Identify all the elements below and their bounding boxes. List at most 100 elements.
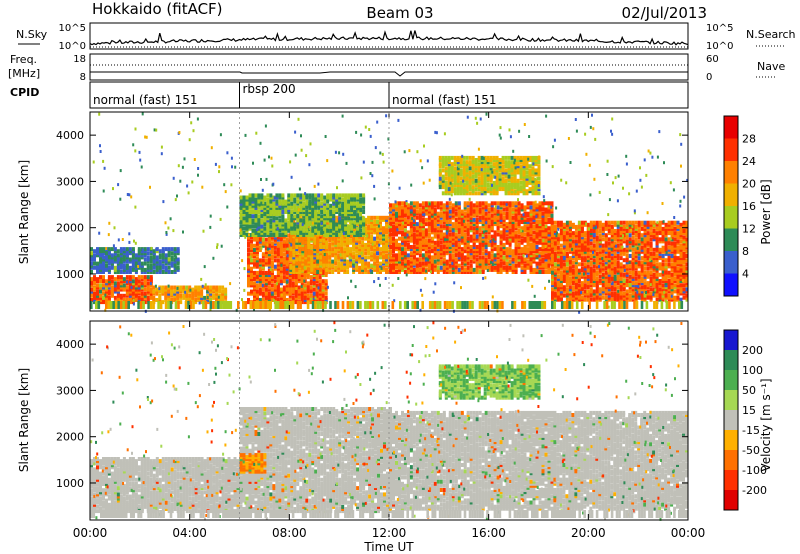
echo-cell xyxy=(320,214,324,219)
echo-cell xyxy=(102,279,105,284)
echo-cell xyxy=(128,293,132,298)
noise-right-tick-bottom: 10^0 xyxy=(706,41,733,52)
echo-cell xyxy=(96,291,99,296)
echo-cell xyxy=(323,226,327,231)
echo-cell xyxy=(341,220,345,225)
echo-cell xyxy=(398,270,401,274)
echo-cell xyxy=(350,226,354,231)
echo-cell xyxy=(398,253,401,258)
echo-cell xyxy=(376,270,379,274)
echo-cell xyxy=(264,245,268,250)
echo-cell xyxy=(173,270,177,274)
echo-cell xyxy=(299,193,303,198)
echo-cell xyxy=(361,257,365,262)
echo-cell xyxy=(239,201,243,206)
echo-cell xyxy=(346,247,350,252)
echo-cell xyxy=(389,259,392,264)
echo-cell xyxy=(288,287,292,292)
echo-cell xyxy=(255,298,259,302)
echo-cell xyxy=(341,203,345,208)
echo-cell xyxy=(358,236,362,241)
echo-cell xyxy=(90,257,93,262)
echo-cell xyxy=(475,245,479,249)
echo-cell xyxy=(281,218,285,223)
echo-cell xyxy=(415,222,419,227)
echo-cell xyxy=(264,291,268,296)
echo-cell xyxy=(260,193,264,198)
echo-cell xyxy=(122,270,126,274)
echo-cell xyxy=(355,265,359,270)
echo-cell xyxy=(337,267,341,272)
echo-cell xyxy=(341,197,345,202)
echo-cell xyxy=(182,295,186,300)
echo-cell xyxy=(269,226,273,231)
echo-cell xyxy=(105,265,108,270)
echo-cell xyxy=(258,237,262,242)
echo-cell xyxy=(176,267,180,272)
echo-cell xyxy=(361,263,365,268)
echo-cell xyxy=(131,275,135,280)
echo-cell xyxy=(526,211,530,216)
echo-cell xyxy=(337,240,341,245)
echo-cell xyxy=(209,285,213,290)
echo-cell xyxy=(448,201,452,206)
echo-cell xyxy=(326,205,330,210)
echo-cell xyxy=(382,228,385,233)
echo-cell xyxy=(328,267,332,272)
echo-cell xyxy=(255,262,259,267)
echo-cell xyxy=(305,214,309,219)
echo-cell xyxy=(294,293,298,298)
echo-cell xyxy=(275,216,279,221)
echo-cell xyxy=(296,230,300,235)
echo-cell xyxy=(137,255,141,260)
echo-cell xyxy=(412,263,416,268)
echo-cell xyxy=(102,247,105,252)
echo-cell xyxy=(511,207,515,212)
echo-cell xyxy=(251,214,255,219)
echo-cell xyxy=(253,293,256,298)
echo-cell xyxy=(128,275,132,280)
echo-cell xyxy=(359,228,363,233)
echo-cell xyxy=(278,212,282,217)
echo-cell xyxy=(260,208,264,212)
echo-cell xyxy=(137,265,141,270)
echo-cell xyxy=(305,193,309,198)
echo-cell xyxy=(140,265,144,270)
echo-cell xyxy=(344,208,348,212)
echo-cell xyxy=(547,226,551,231)
echo-cell xyxy=(110,255,114,260)
echo-cell xyxy=(347,193,351,198)
echo-cell xyxy=(359,208,363,212)
echo-cell xyxy=(119,283,123,288)
echo-cell xyxy=(125,263,129,268)
echo-cell xyxy=(350,208,354,212)
echo-cell xyxy=(317,197,321,202)
echo-cell xyxy=(439,201,443,206)
echo-cell xyxy=(285,258,289,263)
echo-cell xyxy=(293,214,297,219)
echo-cell xyxy=(239,216,243,221)
echo-cell xyxy=(332,212,336,217)
echo-cell xyxy=(107,295,111,300)
echo-cell xyxy=(574,224,578,229)
echo-cell xyxy=(324,273,328,277)
echo-cell xyxy=(128,270,132,274)
echo-cell xyxy=(389,236,392,241)
echo-cell xyxy=(598,287,602,292)
echo-cell xyxy=(305,210,309,214)
echo-cell xyxy=(349,234,353,239)
echo-cell xyxy=(481,201,485,206)
echo-cell xyxy=(173,263,177,268)
echo-cell xyxy=(529,236,533,241)
echo-cell xyxy=(224,287,228,292)
echo-cell xyxy=(364,247,368,252)
echo-cell xyxy=(251,210,255,214)
echo-cell xyxy=(359,212,363,217)
echo-cell xyxy=(355,257,359,262)
echo-cell xyxy=(137,263,141,268)
echo-cell xyxy=(258,268,262,273)
echo-cell xyxy=(301,255,305,260)
echo-cell xyxy=(255,260,259,265)
echo-cell xyxy=(505,222,509,227)
